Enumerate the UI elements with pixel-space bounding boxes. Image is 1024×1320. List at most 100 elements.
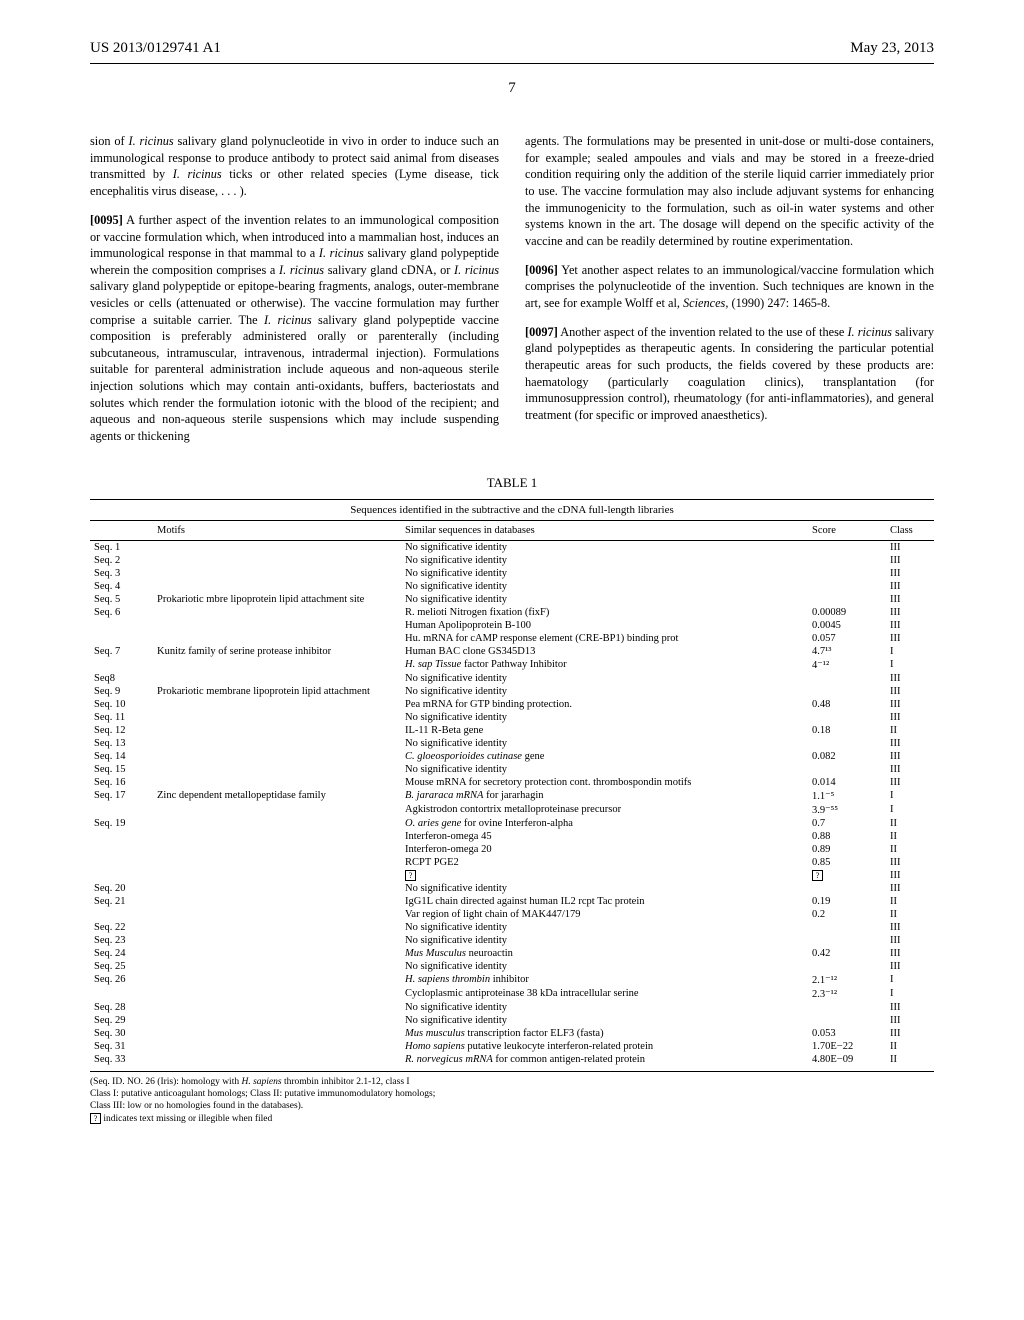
cell-similar: No significative identity	[401, 763, 808, 776]
cell-seq: Seq. 10	[90, 698, 153, 711]
cell-similar: RCPT PGE2	[401, 856, 808, 869]
publication-date: May 23, 2013	[850, 40, 934, 57]
cell-class: III	[886, 698, 934, 711]
cell-seq: Seq8	[90, 672, 153, 685]
cell-class: III	[886, 776, 934, 789]
cell-seq: Seq. 30	[90, 1027, 153, 1040]
cell-similar: H. sap Tissue factor Pathway Inhibitor	[401, 658, 808, 672]
cell-class: III	[886, 750, 934, 763]
table-row: Seq. 15No significative identityIII	[90, 763, 934, 776]
cell-seq: Seq. 19	[90, 817, 153, 830]
cell-motifs	[153, 606, 401, 619]
cell-similar: No significative identity	[401, 567, 808, 580]
cell-seq: Seq. 14	[90, 750, 153, 763]
cell-seq: Seq. 33	[90, 1053, 153, 1071]
cell-score: ?	[808, 869, 886, 882]
cell-class: II	[886, 843, 934, 856]
table-row: Seq. 26H. sapiens thrombin inhibitor2.1⁻…	[90, 973, 934, 987]
cell-similar: IL-11 R-Beta gene	[401, 724, 808, 737]
cell-seq: Seq. 20	[90, 882, 153, 895]
table-row: Seq. 11No significative identityIII	[90, 711, 934, 724]
cell-class: III	[886, 856, 934, 869]
cell-score	[808, 921, 886, 934]
cell-similar: C. gloeosporioides cutinase gene	[401, 750, 808, 763]
cell-score: 0.00089	[808, 606, 886, 619]
para-continuation: sion of I. ricinus salivary gland polynu…	[90, 133, 499, 199]
cell-score	[808, 580, 886, 593]
cell-score: 0.053	[808, 1027, 886, 1040]
cell-class: I	[886, 658, 934, 672]
table-row: RCPT PGE20.85III	[90, 856, 934, 869]
table-row: Cycloplasmic antiproteinase 38 kDa intra…	[90, 987, 934, 1001]
table-row: Hu. mRNA for cAMP response element (CRE-…	[90, 632, 934, 645]
cell-class: III	[886, 606, 934, 619]
cell-score	[808, 960, 886, 973]
cell-motifs	[153, 817, 401, 830]
cell-class: III	[886, 869, 934, 882]
table-row: Interferon-omega 200.89II	[90, 843, 934, 856]
cell-seq: Seq. 12	[90, 724, 153, 737]
table-row: Seq. 4No significative identityIII	[90, 580, 934, 593]
cell-motifs	[153, 908, 401, 921]
cell-seq: Seq. 2	[90, 554, 153, 567]
cell-motifs	[153, 843, 401, 856]
cell-motifs: Prokariotic mbre lipoprotein lipid attac…	[153, 593, 401, 606]
cell-seq: Seq. 26	[90, 973, 153, 987]
cell-class: II	[886, 908, 934, 921]
cell-score	[808, 685, 886, 698]
cell-class: III	[886, 593, 934, 606]
cell-class: I	[886, 973, 934, 987]
cell-motifs	[153, 776, 401, 789]
cell-motifs	[153, 540, 401, 554]
cell-seq: Seq. 24	[90, 947, 153, 960]
table-row: Seq. 12IL-11 R-Beta gene0.18II	[90, 724, 934, 737]
cell-score: 0.2	[808, 908, 886, 921]
body-columns: sion of I. ricinus salivary gland polynu…	[90, 121, 934, 457]
cell-similar: R. melioti Nitrogen fixation (fixF)	[401, 606, 808, 619]
cell-similar: Mus musculus transcription factor ELF3 (…	[401, 1027, 808, 1040]
footnote-2: Class I: putative anticoagulant homologs…	[90, 1088, 934, 1100]
cell-similar: No significative identity	[401, 593, 808, 606]
cell-score: 4⁻¹²	[808, 658, 886, 672]
cell-class: III	[886, 1027, 934, 1040]
cell-seq: Seq. 21	[90, 895, 153, 908]
cell-seq	[90, 843, 153, 856]
cell-class: III	[886, 711, 934, 724]
table-row: Seq. 19O. aries gene for ovine Interfero…	[90, 817, 934, 830]
table-row: Seq. 29No significative identityIII	[90, 1014, 934, 1027]
illegible-icon: ?	[405, 870, 416, 881]
cell-similar: Agkistrodon contortrix metalloproteinase…	[401, 803, 808, 817]
cell-similar: No significative identity	[401, 711, 808, 724]
table-caption: TABLE 1	[90, 475, 934, 491]
cell-class: II	[886, 830, 934, 843]
cell-score	[808, 554, 886, 567]
cell-seq	[90, 987, 153, 1001]
cell-seq: Seq. 1	[90, 540, 153, 554]
table-footnotes: (Seq. ID. NO. 26 (Iris): homology with H…	[90, 1076, 934, 1125]
cell-seq: Seq. 4	[90, 580, 153, 593]
cell-similar: No significative identity	[401, 882, 808, 895]
sequences-table: Motifs Similar sequences in databases Sc…	[90, 521, 934, 1071]
table-row: Human Apolipoprotein B-1000.0045III	[90, 619, 934, 632]
table-row: Var region of light chain of MAK447/1790…	[90, 908, 934, 921]
cell-motifs	[153, 1040, 401, 1053]
cell-score: 0.057	[808, 632, 886, 645]
cell-score: 0.7	[808, 817, 886, 830]
cell-seq: Seq. 22	[90, 921, 153, 934]
cell-score: 1.1⁻⁵	[808, 789, 886, 803]
cell-seq: Seq. 5	[90, 593, 153, 606]
cell-class: III	[886, 921, 934, 934]
footnote-4: ? indicates text missing or illegible wh…	[90, 1113, 934, 1125]
cell-class: III	[886, 672, 934, 685]
cell-score: 0.85	[808, 856, 886, 869]
cell-seq: Seq. 13	[90, 737, 153, 750]
cell-motifs	[153, 803, 401, 817]
cell-similar: Mouse mRNA for secretory protection cont…	[401, 776, 808, 789]
table-row: Seq. 21IgG1L chain directed against huma…	[90, 895, 934, 908]
table-row: Seq. 28No significative identityIII	[90, 1001, 934, 1014]
table-row: Seq. 13No significative identityIII	[90, 737, 934, 750]
para-0096: [0096] Yet another aspect relates to an …	[525, 262, 934, 312]
cell-seq: Seq. 28	[90, 1001, 153, 1014]
table-row: Seq. 33R. norvegicus mRNA for common ant…	[90, 1053, 934, 1071]
cell-score: 0.48	[808, 698, 886, 711]
